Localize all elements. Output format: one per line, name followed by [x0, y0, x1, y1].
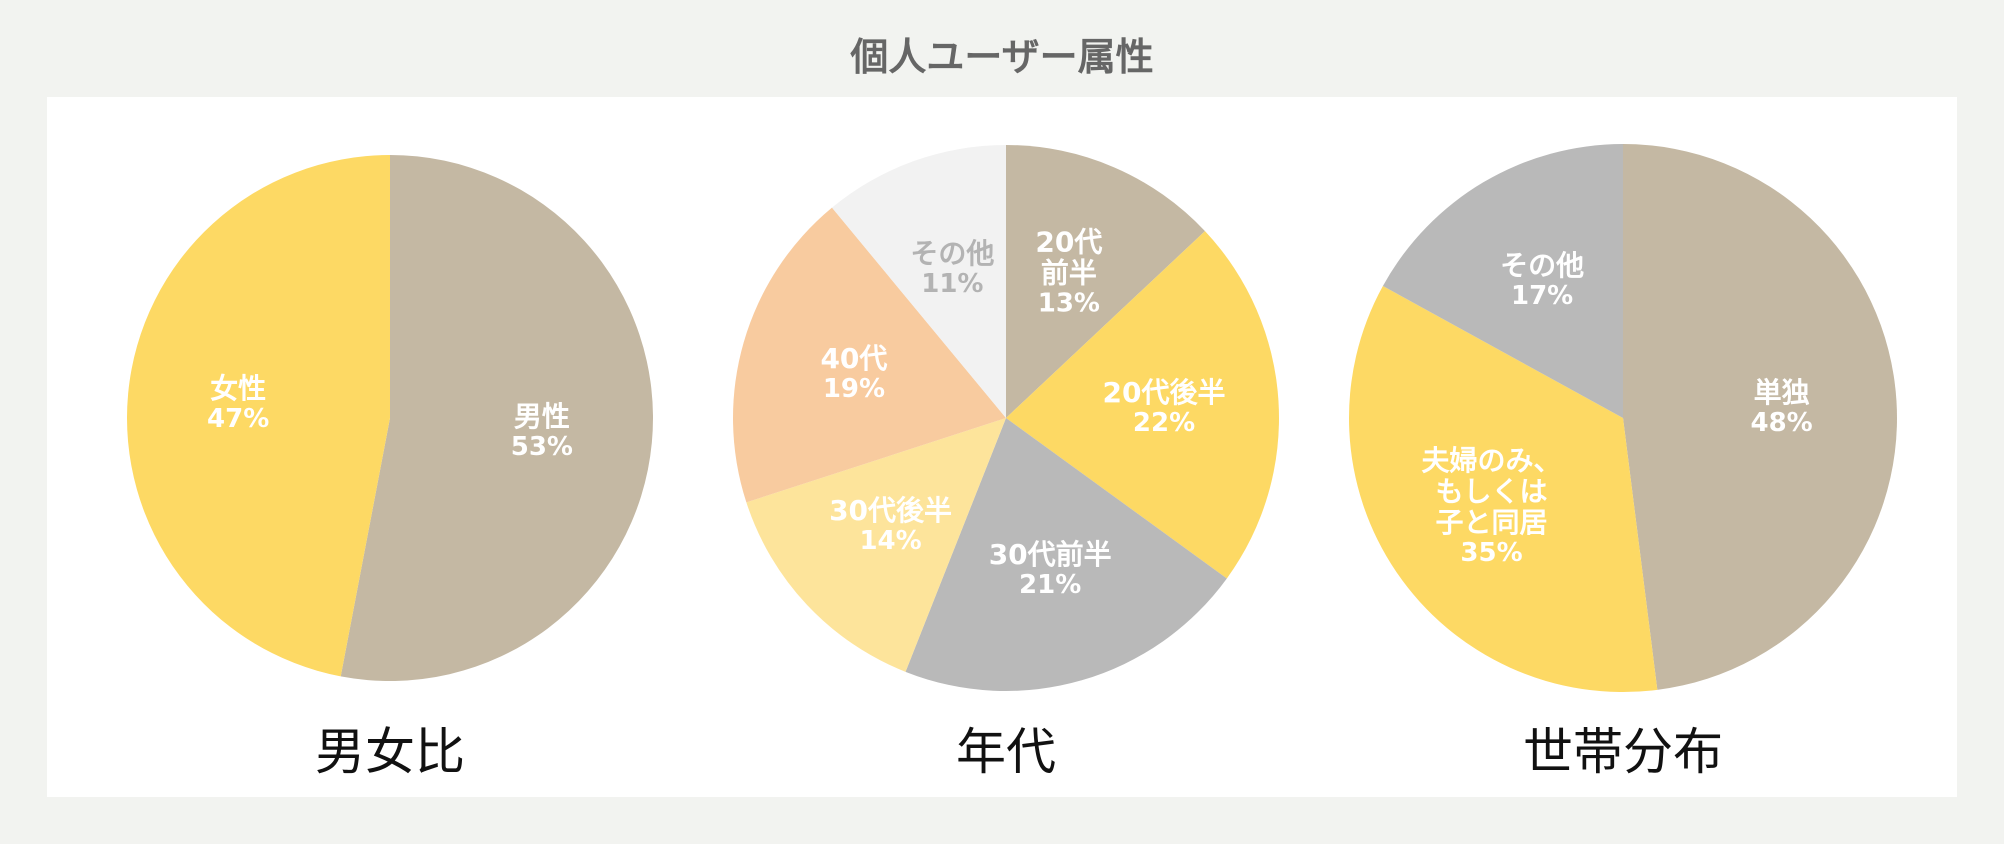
- category-label: 30代前半: [988, 538, 1112, 572]
- category-label: 40代: [820, 341, 888, 375]
- value-label: 11%: [921, 269, 984, 300]
- category-label: その他: [910, 237, 995, 271]
- pie-slice: [746, 418, 1006, 672]
- value-label: 13%: [1037, 288, 1100, 319]
- pie-slice: [1382, 144, 1623, 418]
- value-label: 14%: [859, 526, 922, 557]
- page-title: 個人ユーザー属性: [850, 35, 1154, 79]
- slice-label: 30代後半 14%: [829, 495, 952, 557]
- slice-label: 20代後半 22%: [1103, 377, 1226, 439]
- slice-label: 40代 19%: [820, 343, 887, 405]
- slice-label: その他 11%: [910, 238, 994, 300]
- category-label: 30代後半: [829, 494, 953, 528]
- value-label: 48%: [1750, 408, 1813, 439]
- value-label: 19%: [822, 373, 886, 404]
- pie-slice: [1006, 145, 1206, 418]
- pie-slice: [831, 145, 1006, 418]
- value-label: 17%: [1510, 281, 1574, 312]
- slice-label: 30代前半 21%: [989, 539, 1112, 601]
- category-label: 夫婦のみ、 もしくは 子と同居: [1421, 444, 1562, 540]
- pie-slice: [1006, 231, 1280, 579]
- value-label: 22%: [1132, 408, 1196, 439]
- category-label: 女性: [210, 371, 267, 405]
- pie-slice: [1349, 285, 1658, 692]
- slice-label: 20代 前半 13%: [1035, 226, 1102, 319]
- value-label: 21%: [1019, 570, 1082, 601]
- category-label: 20代後半: [1102, 376, 1226, 410]
- slice-label: 単独 48%: [1750, 377, 1812, 439]
- pie-slice: [905, 418, 1227, 692]
- pie-slice: [733, 207, 1006, 503]
- value-label: 35%: [1460, 538, 1523, 569]
- value-label: 47%: [207, 403, 270, 434]
- slice-label: 男性 53%: [511, 401, 573, 463]
- pie-slice: [126, 155, 390, 677]
- slice-label: 女性 47%: [207, 373, 269, 435]
- slice-label: 夫婦のみ、 もしくは 子と同居 35%: [1422, 445, 1562, 569]
- pie-slice: [340, 155, 653, 681]
- category-label: 20代 前半: [1035, 225, 1103, 290]
- value-label: 53%: [510, 432, 573, 463]
- chart-title: 世帯分布: [1523, 723, 1723, 781]
- slice-label: その他 17%: [1500, 250, 1584, 312]
- chart-title: 男女比: [315, 723, 465, 781]
- category-label: 男性: [513, 400, 570, 434]
- category-label: その他: [1500, 249, 1585, 283]
- pie-slice: [1623, 144, 1897, 690]
- category-label: 単独: [1753, 376, 1810, 410]
- chart-title: 年代: [956, 723, 1056, 781]
